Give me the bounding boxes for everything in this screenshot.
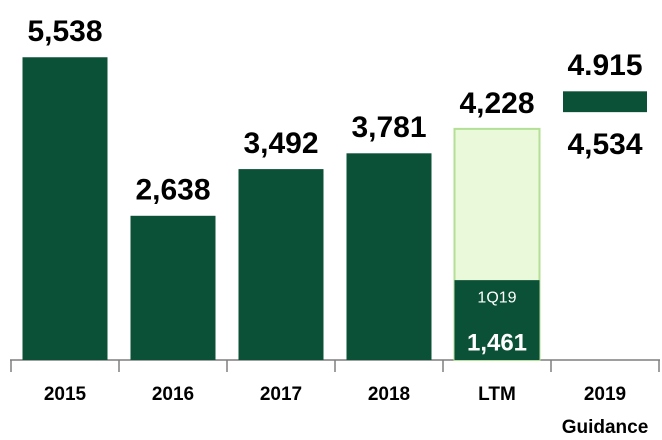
x-tick-label: LTM [478,384,516,405]
x-label-box: 2019 Guidance [561,384,649,438]
x-tick-label: 2015 [43,384,87,405]
value-label: 2,638 [135,174,210,207]
bar [238,169,324,360]
bar [130,215,216,360]
x-label-box: 2018 [367,384,411,405]
value-label: 3,492 [243,127,318,160]
range-bar [563,91,647,113]
inner-label: 1Q19 [477,289,516,306]
x-tick-label: 2017 [259,384,303,405]
bar [346,153,432,360]
x-tick-label: 2018 [367,384,411,405]
x-tick-label: 2019 Guidance [561,384,649,438]
inner-value-label: 1,461 [467,329,527,356]
inner-bar [454,280,540,360]
x-label-box: LTM [478,384,516,405]
x-label-box: 2017 [259,384,303,405]
x-label-box: 2015 [43,384,87,405]
value-label: 5,538 [27,15,102,48]
bar [22,57,108,360]
range-low-label: 4,534 [567,128,642,161]
value-label: 4,228 [459,87,534,120]
value-label: 3,781 [351,111,426,144]
x-label-box: 2016 [151,384,195,405]
x-tick-label: 2016 [151,384,195,405]
range-high-label: 4.915 [567,49,642,82]
axis-ticks [10,360,660,372]
